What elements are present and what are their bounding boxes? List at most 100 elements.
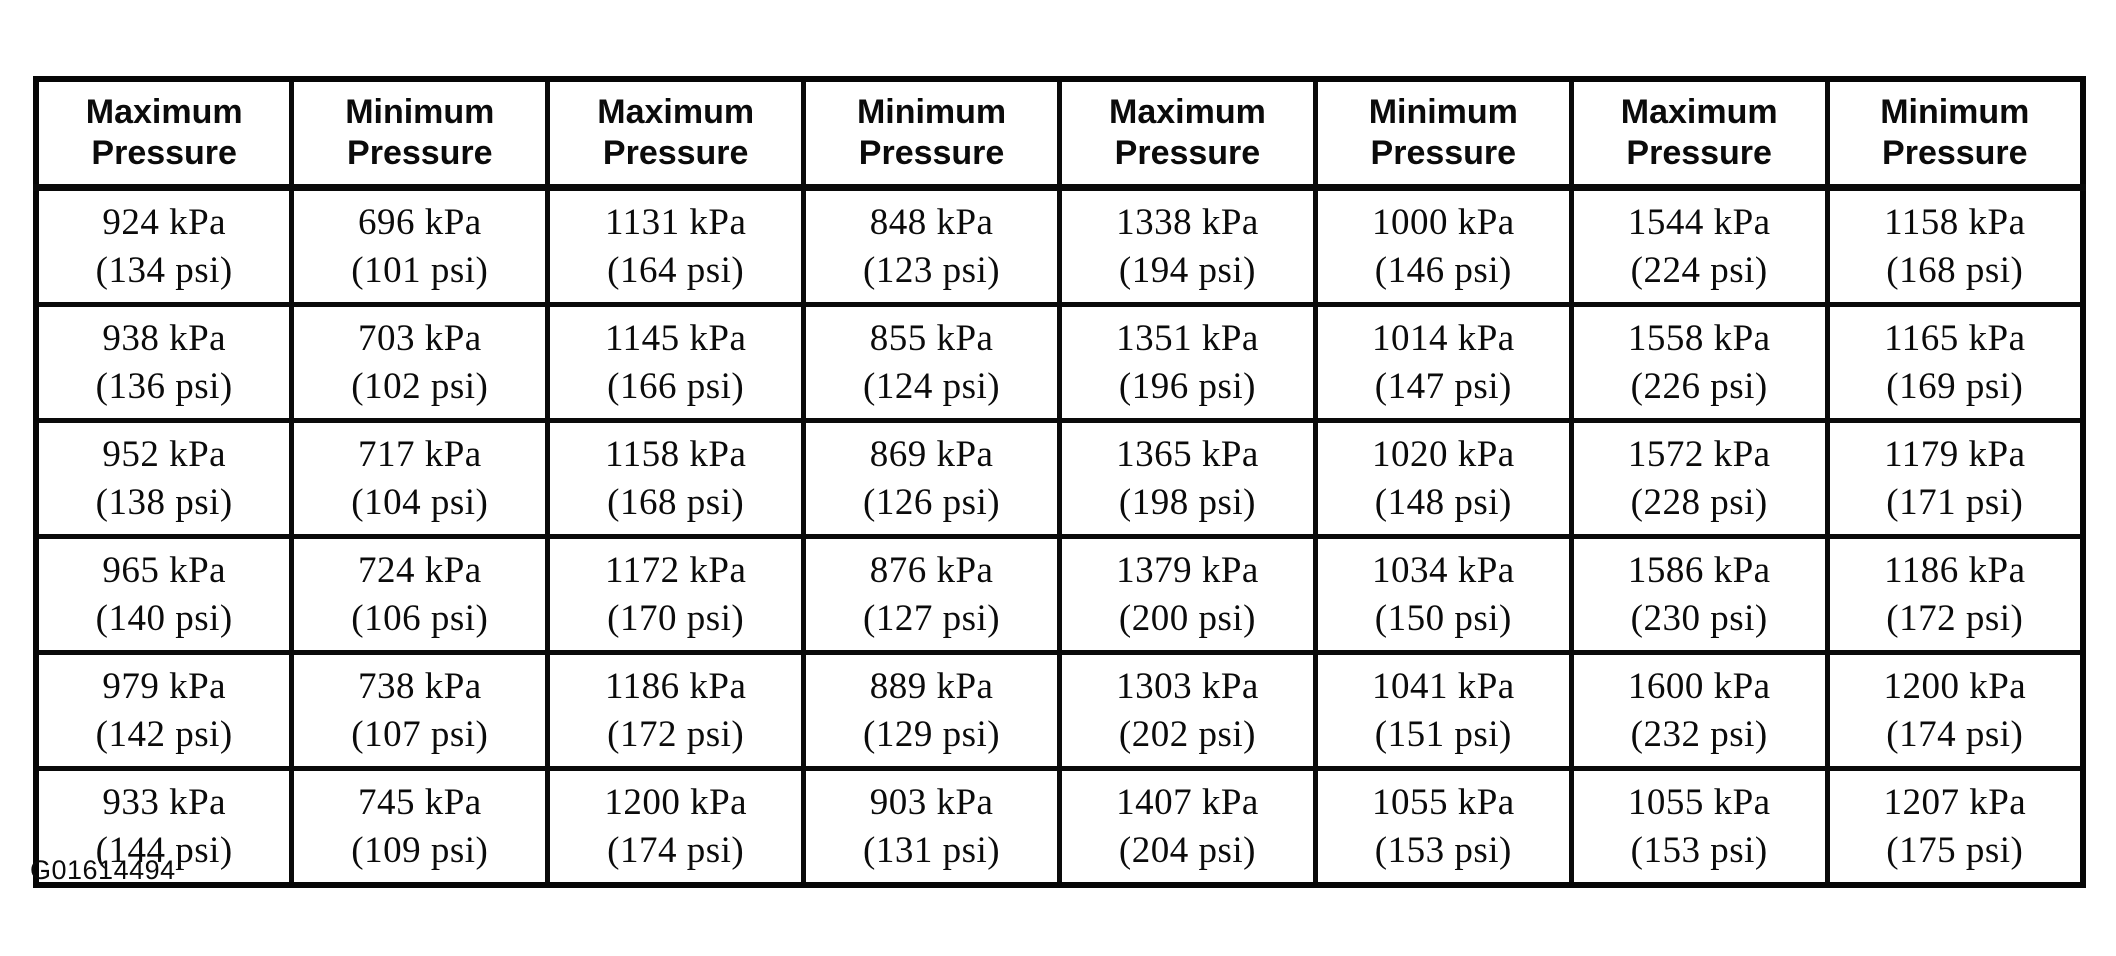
psi-value: (109 psi) [351, 829, 489, 871]
psi-value: (166 psi) [607, 365, 745, 407]
kpa-value: 1172 kPa [604, 550, 747, 592]
psi-value: (174 psi) [1886, 713, 2024, 755]
kpa-value: 745 kPa [357, 782, 482, 824]
table-row: 933 kPa (144 psi) 745 kPa (109 psi) 1200 kPa… [33, 766, 2086, 888]
pressure-cell: 696 kPa (101 psi) [289, 185, 551, 307]
psi-value: (131 psi) [863, 829, 1001, 871]
pressure-table: Maximum Pressure Minimum Pressure Maximum … [33, 76, 2086, 888]
pressure-cell: 979 kPa (142 psi) [33, 650, 295, 771]
psi-value: (106 psi) [351, 597, 489, 639]
psi-value: (224 psi) [1630, 249, 1768, 291]
pressure-cell: 965 kPa (140 psi) [33, 534, 295, 655]
pressure-cell: 1186 kPa (172 psi) [545, 650, 807, 771]
kpa-value: 1207 kPa [1883, 782, 2027, 824]
pressure-cell: 933 kPa (144 psi) [33, 766, 295, 888]
kpa-value: 1131 kPa [604, 202, 747, 244]
psi-value: (226 psi) [1630, 365, 1768, 407]
pressure-cell: 1338 kPa (194 psi) [1057, 185, 1318, 307]
pressure-cell: 1158 kPa (168 psi) [545, 418, 807, 539]
kpa-value: 933 kPa [102, 782, 227, 824]
psi-value: (164 psi) [607, 249, 745, 291]
psi-value: (138 psi) [95, 481, 233, 523]
pressure-cell: 1572 kPa (228 psi) [1568, 418, 1830, 539]
psi-value: (175 psi) [1886, 829, 2024, 871]
psi-value: (151 psi) [1374, 713, 1512, 755]
figure-id: G01614494 [30, 855, 176, 885]
pressure-cell: 924 kPa (134 psi) [33, 185, 295, 307]
psi-value: (144 psi) [95, 829, 233, 871]
psi-value: (107 psi) [351, 713, 489, 755]
kpa-value: 703 kPa [357, 318, 482, 360]
psi-value: (230 psi) [1630, 597, 1768, 639]
psi-value: (174 psi) [607, 829, 745, 871]
pressure-cell: 1303 kPa (202 psi) [1057, 650, 1318, 771]
pressure-cell: 1379 kPa (200 psi) [1057, 534, 1318, 655]
column-header: Maximum Pressure [33, 76, 295, 191]
kpa-value: 1558 kPa [1627, 318, 1771, 360]
psi-value: (142 psi) [95, 713, 233, 755]
psi-value: (148 psi) [1374, 481, 1512, 523]
pressure-cell: 1407 kPa (204 psi) [1057, 766, 1318, 888]
psi-value: (146 psi) [1374, 249, 1512, 291]
kpa-value: 1338 kPa [1116, 202, 1259, 244]
pressure-cell: 1000 kPa (146 psi) [1312, 185, 1574, 307]
psi-value: (228 psi) [1630, 481, 1768, 523]
pressure-cell: 1586 kPa (230 psi) [1568, 534, 1830, 655]
psi-value: (172 psi) [607, 713, 745, 755]
psi-value: (153 psi) [1630, 829, 1768, 871]
psi-value: (102 psi) [351, 365, 489, 407]
psi-value: (150 psi) [1374, 597, 1512, 639]
psi-value: (126 psi) [863, 481, 1001, 523]
kpa-value: 1055 kPa [1371, 782, 1515, 824]
psi-value: (153 psi) [1374, 829, 1512, 871]
pressure-cell: 1034 kPa (150 psi) [1312, 534, 1574, 655]
pressure-cell: 1200 kPa (174 psi) [545, 766, 807, 888]
kpa-value: 1303 kPa [1116, 666, 1259, 708]
pressure-cell: 1351 kPa (196 psi) [1057, 302, 1318, 423]
kpa-value: 1186 kPa [604, 666, 747, 708]
psi-value: (198 psi) [1118, 481, 1256, 523]
pressure-cell: 1055 kPa (153 psi) [1312, 766, 1574, 888]
psi-value: (127 psi) [863, 597, 1001, 639]
pressure-cell: 1131 kPa (164 psi) [545, 185, 807, 307]
pressure-cell: 889 kPa (129 psi) [801, 650, 1062, 771]
kpa-value: 1572 kPa [1627, 434, 1771, 476]
pressure-cell: 717 kPa (104 psi) [289, 418, 551, 539]
kpa-value: 1586 kPa [1627, 550, 1771, 592]
pressure-cell: 1172 kPa (170 psi) [545, 534, 807, 655]
kpa-value: 1041 kPa [1371, 666, 1515, 708]
table-row: 938 kPa (136 psi) 703 kPa (102 psi) 1145 kPa… [33, 302, 2086, 423]
kpa-value: 1158 kPa [604, 434, 747, 476]
kpa-value: 1351 kPa [1116, 318, 1259, 360]
kpa-value: 696 kPa [357, 202, 482, 244]
column-header: Minimum Pressure [1312, 76, 1574, 191]
pressure-cell: 1558 kPa (226 psi) [1568, 302, 1830, 423]
psi-value: (168 psi) [607, 481, 745, 523]
pressure-cell: 938 kPa (136 psi) [33, 302, 295, 423]
pressure-cell: 1020 kPa (148 psi) [1312, 418, 1574, 539]
psi-value: (196 psi) [1118, 365, 1256, 407]
psi-value: (134 psi) [95, 249, 233, 291]
psi-value: (136 psi) [95, 365, 233, 407]
kpa-value: 1179 kPa [1884, 434, 2026, 476]
kpa-value: 855 kPa [869, 318, 994, 360]
column-header: Minimum Pressure [289, 76, 551, 191]
pressure-cell: 855 kPa (124 psi) [801, 302, 1062, 423]
pressure-cell: 703 kPa (102 psi) [289, 302, 551, 423]
column-header: Minimum Pressure [1824, 76, 2086, 191]
kpa-value: 1186 kPa [1884, 550, 2026, 592]
pressure-cell: 848 kPa (123 psi) [801, 185, 1062, 307]
kpa-value: 979 kPa [102, 666, 227, 708]
kpa-value: 1544 kPa [1627, 202, 1771, 244]
pressure-cell: 952 kPa (138 psi) [33, 418, 295, 539]
pressure-cell: 869 kPa (126 psi) [801, 418, 1062, 539]
pressure-cell: 1186 kPa (172 psi) [1824, 534, 2086, 655]
kpa-value: 724 kPa [357, 550, 482, 592]
pressure-table-body: 924 kPa (134 psi) 696 kPa (101 psi) 1131 kPa… [33, 185, 2086, 888]
kpa-value: 1200 kPa [1883, 666, 2027, 708]
psi-value: (104 psi) [351, 481, 489, 523]
psi-value: (202 psi) [1118, 713, 1256, 755]
pressure-cell: 1207 kPa (175 psi) [1824, 766, 2086, 888]
header-row: Maximum Pressure Minimum Pressure Maximum … [33, 76, 2086, 191]
kpa-value: 1034 kPa [1371, 550, 1515, 592]
